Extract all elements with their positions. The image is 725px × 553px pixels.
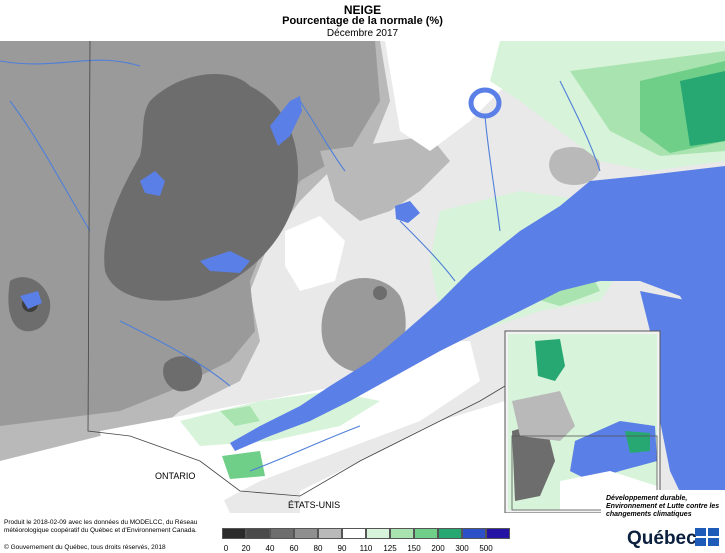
water-gulf [230, 166, 725, 451]
water-lake-west [140, 171, 165, 196]
legend-tick-label: 60 [289, 544, 299, 553]
zone-150-200-south [222, 451, 265, 479]
water-lake-mistassini [270, 96, 302, 146]
inset-map [504, 330, 661, 513]
legend-tick-label: 150 [407, 544, 421, 553]
legend-swatch [462, 528, 486, 539]
quebec-flag-icon [695, 528, 719, 546]
legend-swatch [270, 528, 294, 539]
legend-swatch [222, 528, 246, 539]
zone-200-300-northeast [680, 71, 725, 146]
legend-tick-label: 500 [479, 544, 493, 553]
legend-swatch [486, 528, 510, 539]
quebec-wordmark: Québec [627, 528, 697, 549]
legend-swatch [414, 528, 438, 539]
credits-text: Produit le 2018-02-09 avec les données d… [4, 519, 198, 534]
legend-swatch [294, 528, 318, 539]
map-header: NEIGE Pourcentage de la normale (%) Déce… [0, 0, 725, 40]
legend-tick-label: 90 [337, 544, 347, 553]
zone-40-60-south [163, 356, 203, 392]
map-date: Décembre 2017 [326, 28, 399, 39]
label-usa: ÉTATS-UNIS [288, 500, 340, 510]
snow-map: ONTARIO ÉTATS-UNIS [0, 41, 725, 513]
water-lake-saint-jean [395, 201, 420, 223]
land-usa [300, 401, 505, 513]
legend-tick-label: 110 [359, 544, 373, 553]
legend-swatch [438, 528, 462, 539]
legend-tick-label: 20 [241, 544, 251, 553]
zone-80-90-center [320, 136, 450, 221]
zone-80-90-east [549, 146, 600, 186]
legend-tick-label: 300 [455, 544, 469, 553]
label-ontario: ONTARIO [155, 471, 195, 481]
legend-swatch [318, 528, 342, 539]
copyright-text: © Gouvernement du Québec, tous droits ré… [4, 544, 166, 551]
water-lake-far-west [20, 291, 42, 309]
ministry-name: Développement durable, Environnement et … [606, 495, 720, 518]
quebec-branding: Développement durable, Environnement et … [601, 490, 725, 552]
zone-40-60-core [104, 74, 298, 301]
legend-tick-label: 125 [383, 544, 397, 553]
legend-swatch [246, 528, 270, 539]
legend-tick-label: 40 [265, 544, 275, 553]
legend-swatch [342, 528, 366, 539]
province-border [87, 41, 506, 497]
map-canvas: ONTARIO ÉTATS-UNIS [0, 41, 725, 513]
zone-125-150-south [220, 406, 260, 426]
zone-40-60-center [373, 286, 387, 300]
legend-swatch [366, 528, 390, 539]
map-subtitle: Pourcentage de la normale (%) [282, 15, 443, 27]
land-ontario [0, 436, 230, 513]
map-title: NEIGE [343, 3, 382, 17]
zone-90-110-north [385, 41, 520, 151]
legend-swatch [390, 528, 414, 539]
zone-90-110-center [285, 216, 345, 291]
water-lake-south [200, 251, 250, 273]
water-gulf-south [640, 291, 725, 513]
legend-tick-label: 80 [313, 544, 323, 553]
legend-tick-label: 200 [431, 544, 445, 553]
rivers [0, 59, 601, 472]
legend-tick-label: 0 [223, 544, 229, 553]
